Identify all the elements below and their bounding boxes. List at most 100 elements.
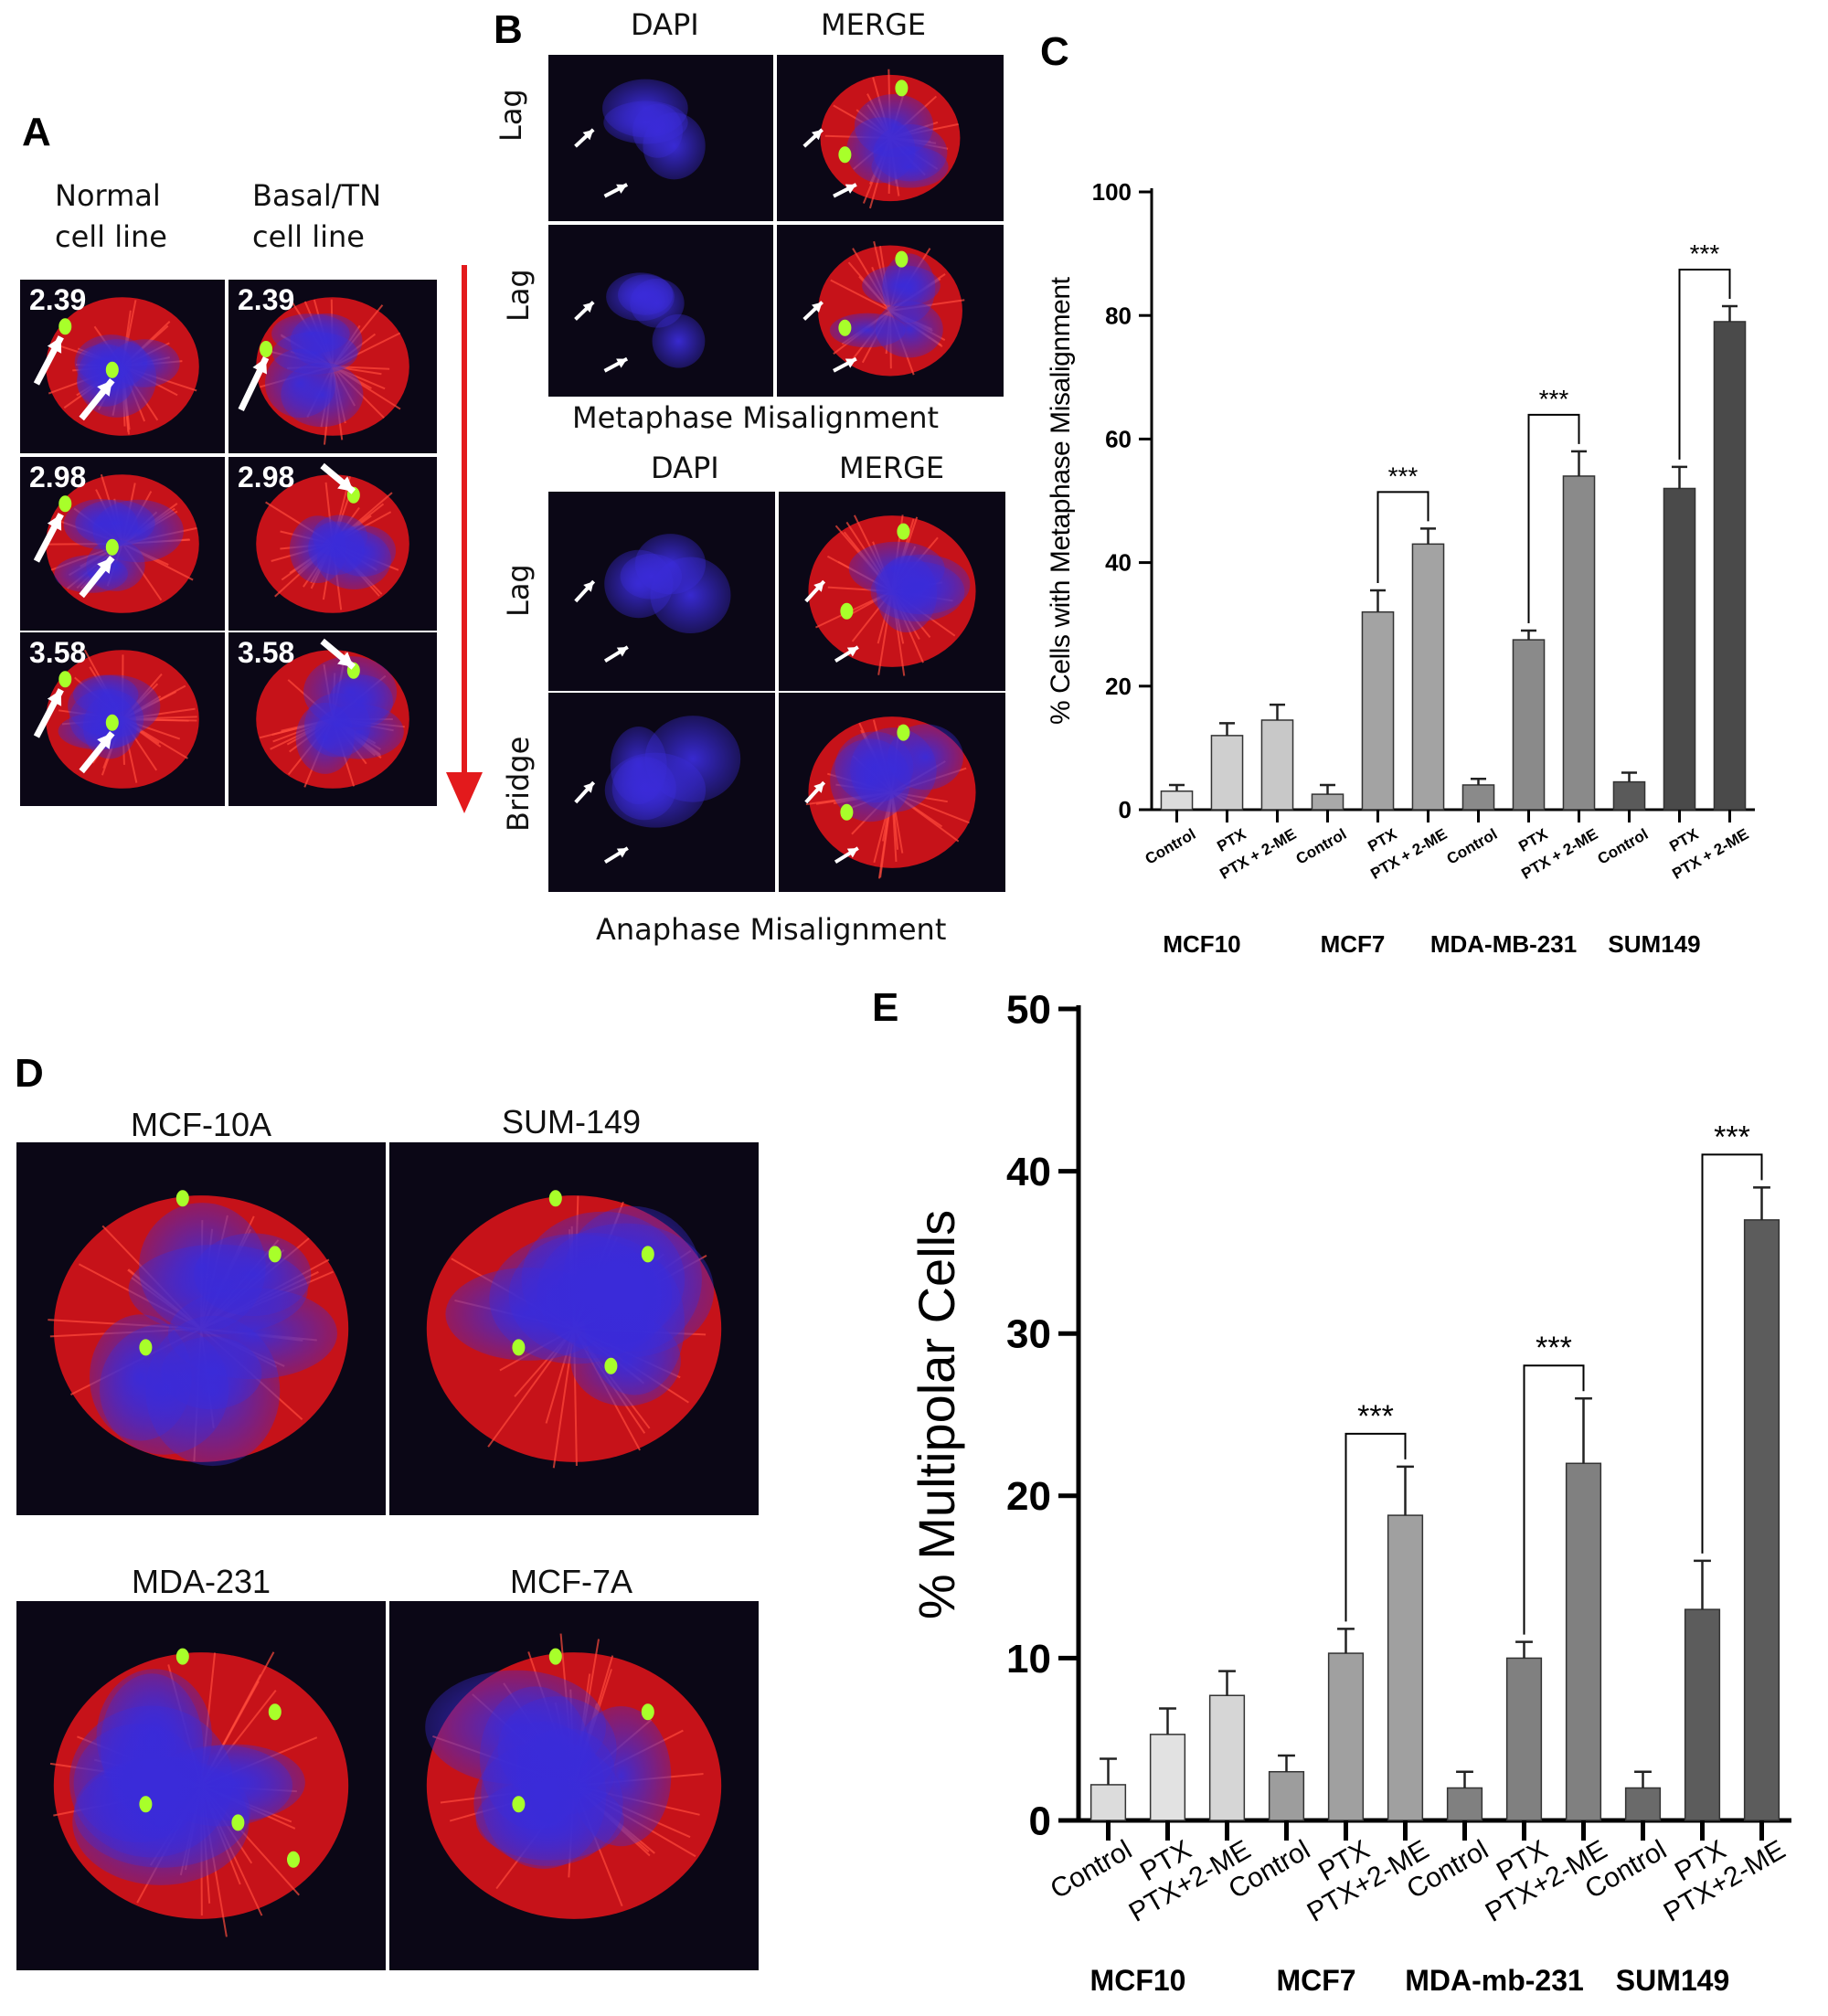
red-down-arrow-icon (446, 265, 483, 813)
panel-b-bottom-row1-label: Lag (501, 564, 536, 617)
chart-e-bar-7 (1446, 1787, 1483, 1821)
panel-d-image-mcf10a (16, 1142, 386, 1515)
panel-a-tile-value: 3.58 (29, 636, 87, 669)
chart-c-bar-2 (1210, 735, 1244, 811)
chart-c-group-label: MCF10 (1163, 930, 1240, 958)
chart-e-bar-8 (1505, 1657, 1543, 1821)
panel-d-image-sum149 (389, 1142, 759, 1515)
chart-c-significance-bracket-2 (1527, 413, 1580, 623)
panel-b-metaphase-lag1-merge (777, 55, 1004, 221)
chart-e-y-tick-label: 20 (1006, 1474, 1051, 1519)
chart-c-bar-11 (1663, 487, 1696, 811)
chart-e-group-label: SUM149 (1616, 1964, 1730, 1997)
chart-c-category-label: Control (1142, 825, 1199, 868)
chart-c-y-tick-label: 0 (1119, 796, 1132, 823)
chart-c-bar-6 (1411, 543, 1445, 811)
chart-e-y-tick-label: 0 (1029, 1798, 1051, 1843)
panel-b-anaphase-bridge-dapi (548, 693, 775, 892)
panel-b-anaphase-lag-merge (779, 492, 1005, 691)
chart-c-y-axis-label: % Cells with Metaphase Misalignment (1046, 276, 1076, 725)
chart-e-bar-9 (1565, 1462, 1602, 1821)
panel-d-label-mcf10a: MCF-10A (130, 1106, 272, 1143)
chart-e-group-label: MCF7 (1276, 1964, 1355, 1997)
panel-a-tile-basal-3: 3.58 (228, 632, 437, 806)
panel-a-tile-normal-2: 2.98 (20, 457, 225, 631)
chart-c-group-label: SUM149 (1608, 930, 1700, 958)
panel-a-header-normal: Normal cell line (55, 178, 167, 254)
panel-a-tile-normal-1: 2.39 (20, 280, 225, 453)
chart-c-y-tick-label: 40 (1105, 549, 1132, 577)
chart-c-bar-12 (1713, 321, 1747, 811)
chart-e-bar-3 (1208, 1694, 1246, 1821)
chart-e-bar-10 (1624, 1787, 1662, 1821)
chart-e-category-label: PTX+2-ME (1659, 1834, 1791, 1927)
panel-a-tile-basal-1: 2.39 (228, 280, 437, 453)
panel-b-bottom-header-merge: MERGE (839, 451, 945, 485)
panel-a-tile-basal-2: 2.98 (228, 457, 437, 631)
chart-c-y-tick-label: 80 (1105, 302, 1132, 329)
panel-b-top-row2-label: Lag (501, 269, 536, 322)
chart-c-bar-9 (1562, 475, 1596, 811)
chart-c-significance-bracket-3 (1678, 269, 1731, 460)
panel-b-letter: B (494, 7, 523, 52)
chart-c-y-tick-label: 100 (1092, 178, 1132, 206)
chart-c-group-label: MDA-MB-231 (1430, 930, 1577, 958)
chart-c-bar-10 (1612, 780, 1646, 811)
chart-c-significance-stars: *** (1690, 239, 1720, 268)
chart-e-significance-stars: *** (1536, 1331, 1572, 1365)
panel-a-tile-value: 3.58 (238, 636, 295, 669)
chart-c-bar-5 (1361, 610, 1395, 811)
panel-b-top-header-dapi: DAPI (631, 7, 699, 42)
panel-a-tile-normal-3: 3.58 (20, 632, 225, 806)
chart-e-significance-bracket-1 (1344, 1432, 1407, 1622)
chart-e-y-tick-label: 50 (1006, 987, 1051, 1032)
chart-c-y-tick-label: 20 (1105, 673, 1132, 700)
panel-a-letter: A (22, 110, 51, 154)
chart-e-category-label: Control (1046, 1834, 1137, 1905)
chart-e-bar-5 (1327, 1652, 1365, 1821)
chart-c-category-label: PTX (1666, 825, 1702, 855)
panel-b-top-caption: Metaphase Misalignment (572, 400, 940, 435)
panel-d-image-mda231 (16, 1601, 386, 1970)
chart-e-significance-bracket-3 (1701, 1153, 1763, 1554)
chart-e-bar-2 (1149, 1734, 1186, 1821)
panel-a-tile-value: 2.39 (29, 283, 87, 316)
chart-c-category-label: Control (1444, 825, 1501, 868)
panel-d-letter: D (15, 1051, 44, 1096)
panel-b-anaphase-lag-dapi (548, 492, 775, 691)
chart-c-group-label: MCF7 (1321, 930, 1386, 958)
chart-e-bar-1 (1089, 1784, 1127, 1821)
panel-d-image-mcf7a (389, 1601, 759, 1970)
chart-c-category-label: PTX (1515, 825, 1551, 855)
panel-d-label-mda231: MDA-231 (131, 1563, 271, 1600)
panel-a-tile-value: 2.98 (238, 461, 295, 493)
chart-e-y-tick-label: 30 (1006, 1312, 1051, 1357)
chart-c-bar-4 (1311, 793, 1344, 811)
chart-e-significance-bracket-2 (1523, 1364, 1585, 1635)
chart-c-category-label: Control (1293, 825, 1350, 868)
chart-c-significance-bracket-1 (1376, 491, 1429, 584)
panel-c-letter: C (1040, 29, 1069, 74)
panel-a-tile-value: 2.98 (29, 461, 87, 493)
chart-c-bar-7 (1461, 784, 1495, 811)
chart-e-y-tick-label: 10 (1006, 1637, 1051, 1682)
chart-c-category-label: PTX (1365, 825, 1400, 855)
panel-b-metaphase-lag2-merge (777, 225, 1004, 397)
chart-c-bar-1 (1160, 790, 1194, 811)
chart-c-category-label: PTX (1214, 825, 1249, 855)
chart-c-bar-8 (1512, 639, 1546, 811)
chart-e-y-tick-label: 40 (1006, 1150, 1051, 1194)
chart-e-group-label: MDA-mb-231 (1405, 1964, 1584, 1997)
chart-e-group-label: MCF10 (1090, 1964, 1186, 1997)
panel-d-label-sum149: SUM-149 (501, 1103, 642, 1141)
chart-e-bar-6 (1387, 1514, 1424, 1821)
panel-b-metaphase-lag2-dapi (548, 225, 773, 397)
panel-b-bottom-row2-label: Bridge (501, 736, 536, 832)
panel-b-anaphase-bridge-merge (779, 693, 1005, 892)
chart-e-y-axis-label: % Multipolar Cells (908, 1210, 965, 1619)
chart-c-y-tick-label: 60 (1105, 426, 1132, 453)
panel-e-letter: E (872, 985, 899, 1030)
chart-c-category-label: Control (1595, 825, 1652, 868)
panel-b-top-row1-label: Lag (494, 89, 528, 142)
chart-e-bar-12 (1743, 1219, 1780, 1821)
